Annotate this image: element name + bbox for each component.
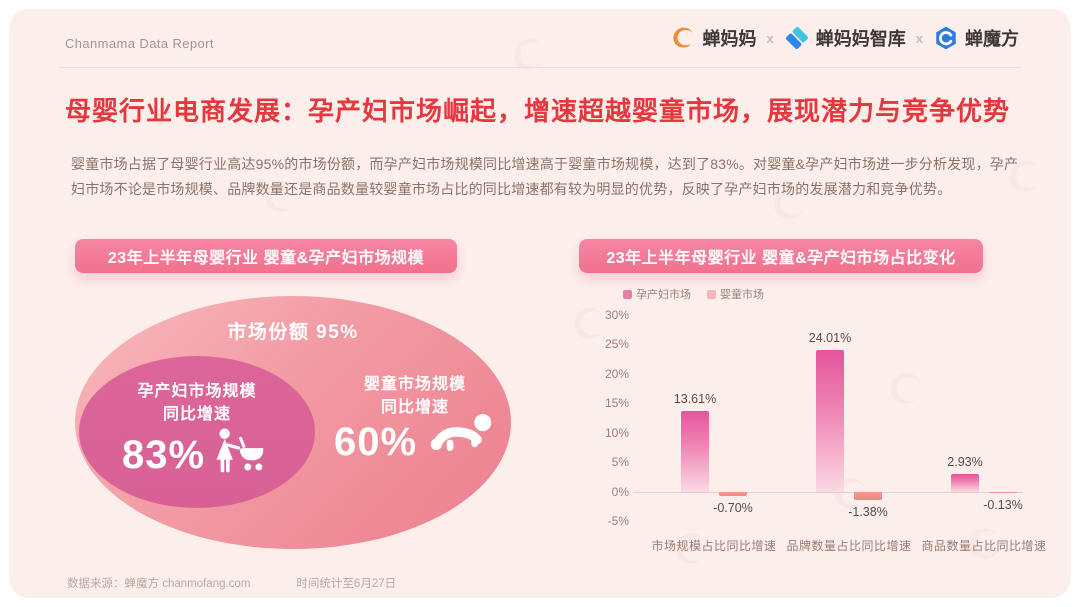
panel-background: Chanmama Data Report 蝉妈妈 x 蝉妈妈智库 x 蝉 <box>9 9 1071 598</box>
bar-value-label: -1.38% <box>848 504 888 519</box>
chanmofang-logo-icon <box>933 25 959 51</box>
legend-label: 婴童市场 <box>720 289 764 301</box>
y-tick-label: -5% <box>607 514 629 528</box>
y-tick-label: 25% <box>604 337 629 352</box>
bar-value-label: 2.93% <box>947 455 983 470</box>
brand-chanmama: 蝉妈妈 <box>671 25 757 51</box>
chart-legend: 孕产妇市场 婴童市场 <box>623 286 764 302</box>
bar-baby-market <box>854 491 882 500</box>
y-tick-label: 0% <box>611 484 629 499</box>
footer: 数据来源：蝉魔方 chanmofang.com 时间统计至6月27日 <box>67 575 396 591</box>
pregnant-market-title-line2: 同比增速 <box>162 406 231 423</box>
bar-pregnant-market <box>816 350 844 492</box>
category-label: 商品数量占比同比增速 <box>921 539 1047 553</box>
legend-item: 婴童市场 <box>707 286 764 302</box>
baby-market-value: 60% <box>333 420 418 464</box>
left-panel-header: 23年上半年母婴行业 婴童&孕产妇市场规模 <box>75 239 457 273</box>
page-title: 母婴行业电商发展：孕产妇市场崛起，增速超越婴童市场，展现潜力与竞争优势 <box>65 96 1011 126</box>
baby-market-title: 婴童市场规模 同比增速 <box>364 373 466 419</box>
bar-pregnant-market <box>681 411 709 492</box>
y-axis: 30% 25% 20% 15% 10% 5% 0% -5% <box>577 308 629 528</box>
pregnant-market-ellipse: 孕产妇市场规模 同比增速 83% <box>79 356 315 508</box>
brand-separator: x <box>915 30 923 46</box>
brand-logos: 蝉妈妈 x 蝉妈妈智库 x 蝉魔方 <box>671 25 1019 51</box>
pregnant-market-value: 83% <box>121 433 206 477</box>
category-label: 市场规模占比同比增速 <box>651 539 777 553</box>
brand-label: 蝉妈妈 <box>702 29 757 49</box>
bar-baby-market <box>989 491 1017 494</box>
y-tick-label: 30% <box>604 308 629 322</box>
brand-chanmama-zhiku: 蝉妈妈智库 <box>784 25 906 51</box>
data-source-label: 数据来源：蝉魔方 chanmofang.com <box>67 578 251 590</box>
bar-value-label: -0.70% <box>713 500 753 515</box>
baby-market-group: 婴童市场规模 同比增速 60% <box>327 373 503 465</box>
market-share-label: 市场份额 95% <box>227 322 359 343</box>
report-label: Chanmama Data Report <box>65 36 214 51</box>
chanmama-logo-icon <box>671 25 697 51</box>
pregnant-market-title-line1: 孕产妇市场规模 <box>137 383 257 400</box>
baby-market-title-line2: 同比增速 <box>380 399 449 416</box>
y-tick-label: 5% <box>611 455 629 470</box>
legend-label: 孕产妇市场 <box>636 289 691 301</box>
legend-item: 孕产妇市场 <box>623 286 691 302</box>
legend-swatch-icon <box>707 289 716 299</box>
y-tick-label: 10% <box>604 425 629 440</box>
right-panel-header: 23年上半年母婴行业 婴童&孕产妇市场占比变化 <box>579 239 983 273</box>
brand-label: 蝉妈妈智库 <box>815 29 906 49</box>
bar-group: 24.01% -1.38% 品牌数量占比同比增速 <box>786 315 911 553</box>
crawling-baby-icon <box>424 411 496 460</box>
time-range-label: 时间统计至6月27日 <box>296 578 397 590</box>
watermark-icon <box>505 32 556 84</box>
pregnant-market-title: 孕产妇市场规模 同比增速 <box>137 380 256 426</box>
baby-market-title-line1: 婴童市场规模 <box>363 376 466 393</box>
bar-group: 13.61% -0.70% 市场规模占比同比增速 <box>651 315 776 553</box>
brand-label: 蝉魔方 <box>965 29 1019 49</box>
brand-chanmofang: 蝉魔方 <box>933 25 1019 51</box>
bar-plot: 13.61% -0.70% 市场规模占比同比增速 24.01% -1.38% 品牌数量占比… <box>641 315 1046 553</box>
woman-with-stroller-icon <box>212 427 272 484</box>
bar-value-label: -0.13% <box>983 498 1023 513</box>
intro-paragraph: 婴童市场占据了母婴行业高达95%的市场份额，而孕产妇市场规模同比增速高于婴童市场… <box>71 156 1019 197</box>
bar-pregnant-market <box>951 474 979 492</box>
y-tick-label: 20% <box>604 366 629 381</box>
zero-line <box>633 491 1023 493</box>
legend-swatch-icon <box>623 289 632 299</box>
header-divider <box>59 67 1021 68</box>
chanmama-zhiku-logo-icon <box>784 25 810 51</box>
bar-baby-market <box>719 491 747 496</box>
y-tick-label: 15% <box>604 396 629 411</box>
category-label: 品牌数量占比同比增速 <box>786 539 912 553</box>
brand-separator: x <box>766 30 774 46</box>
bar-group: 2.93% -0.13% 商品数量占比同比增速 <box>921 315 1046 553</box>
bar-value-label: 24.01% <box>808 331 852 346</box>
bar-value-label: 13.61% <box>673 392 717 407</box>
